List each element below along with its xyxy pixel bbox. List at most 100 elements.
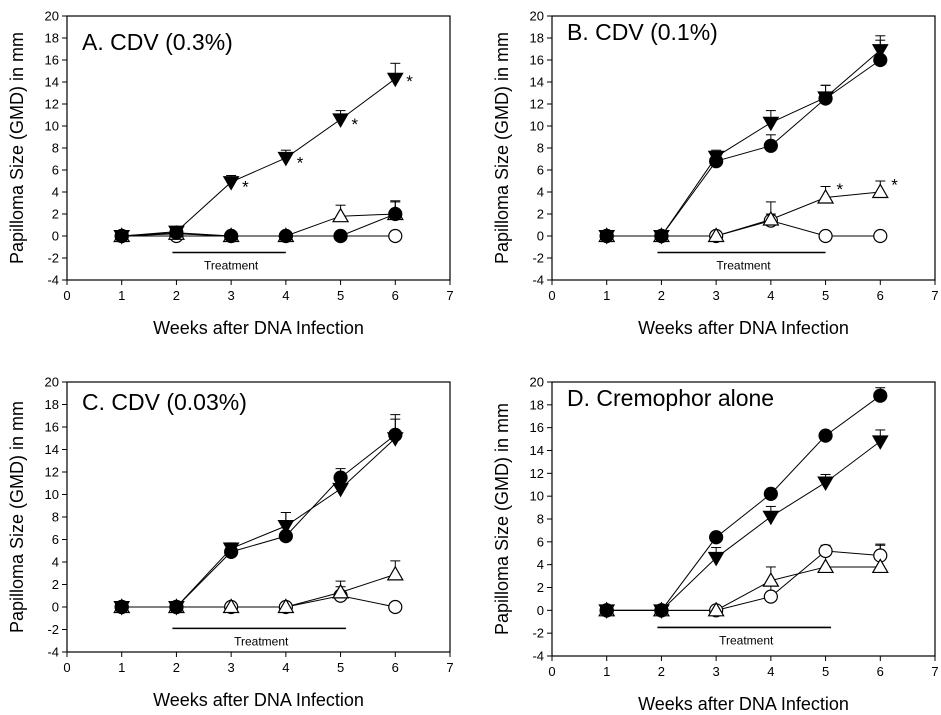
series-path (606, 59, 881, 237)
significance-marker: * (297, 153, 304, 172)
series-path (121, 78, 396, 237)
data-point (168, 601, 185, 616)
panel-title: A. CDV (0.3%) (82, 29, 233, 55)
series-line (121, 201, 401, 237)
y-tick-label: -4 (532, 649, 544, 664)
y-tick-label: 10 (45, 487, 59, 502)
x-tick-label: 4 (282, 288, 289, 303)
data-point (277, 151, 295, 167)
y-tick-label: 6 (537, 163, 544, 178)
y-tick-label: -4 (532, 273, 544, 288)
y-tick-label: 0 (537, 229, 544, 244)
y-tick-label: 16 (530, 420, 544, 435)
y-tick-label: 12 (530, 466, 544, 481)
data-point (332, 113, 349, 128)
series-path (121, 573, 396, 608)
y-tick-label: 2 (537, 580, 544, 595)
series-markers (114, 206, 403, 244)
significance-marker: * (352, 115, 359, 134)
y-axis-label: Papilloma Size (GMD) in mm (492, 403, 512, 635)
x-tick-label: 3 (228, 288, 235, 303)
data-point (332, 583, 350, 599)
data-point (332, 207, 350, 223)
y-tick-label: 10 (45, 119, 59, 134)
x-tick-label: 5 (822, 664, 829, 679)
x-tick-label: 6 (392, 288, 399, 303)
data-point (707, 150, 725, 166)
data-point (871, 44, 889, 59)
series-line (121, 414, 401, 608)
x-tick-label: 7 (931, 664, 938, 679)
treatment-label: Treatment (719, 633, 774, 647)
data-point (818, 543, 833, 559)
y-tick-label: 18 (45, 397, 59, 412)
data-point (386, 432, 404, 447)
series-line (606, 429, 886, 611)
data-point (222, 598, 240, 614)
data-point (707, 601, 725, 617)
y-tick-label: 8 (537, 512, 544, 527)
y-tick-label: 2 (52, 577, 59, 592)
x-tick-label: 0 (63, 288, 70, 303)
data-point (871, 558, 889, 574)
y-tick-label: -2 (532, 251, 544, 266)
y-tick-label: 6 (52, 163, 59, 178)
series-markers (598, 558, 889, 617)
y-tick-label: -2 (47, 622, 59, 637)
y-tick-label: 14 (45, 75, 59, 90)
y-tick-label: 10 (530, 119, 544, 134)
data-point (222, 542, 240, 558)
y-tick-label: 14 (530, 443, 544, 458)
y-tick-label: 14 (530, 75, 544, 90)
data-point (818, 228, 833, 244)
y-tick-label: 2 (537, 207, 544, 222)
series-line (606, 35, 886, 237)
data-point (222, 176, 240, 191)
y-tick-label: 16 (45, 420, 59, 435)
series-markers (114, 427, 403, 615)
data-point (333, 228, 348, 244)
y-axis-label: Papilloma Size (GMD) in mm (7, 32, 27, 264)
data-point (817, 91, 834, 106)
y-tick-label: 0 (537, 603, 544, 618)
series-markers (599, 388, 888, 618)
data-point (817, 476, 834, 491)
series-markers (598, 44, 889, 245)
series-line (606, 544, 886, 611)
data-point (278, 228, 293, 244)
series-path (121, 595, 396, 608)
x-tick-label: 2 (658, 288, 665, 303)
x-tick-label: 4 (282, 660, 289, 675)
x-tick-label: 1 (603, 664, 610, 679)
treatment-label: Treatment (204, 259, 259, 273)
y-tick-label: 14 (45, 442, 59, 457)
x-tick-label: 7 (446, 660, 453, 675)
data-point (113, 601, 131, 616)
y-tick-label: 20 (45, 375, 59, 390)
x-tick-label: 4 (767, 288, 774, 303)
y-tick-label: -2 (532, 626, 544, 641)
y-tick-label: -2 (47, 251, 59, 266)
data-point (762, 571, 780, 587)
series-line (606, 387, 886, 611)
x-tick-label: 2 (173, 660, 180, 675)
series-line (121, 418, 401, 608)
x-tick-label: 0 (548, 664, 555, 679)
x-tick-label: 6 (392, 660, 399, 675)
y-tick-label: -4 (47, 273, 59, 288)
data-point (388, 228, 403, 244)
x-tick-label: 3 (228, 660, 235, 675)
x-axis-label: Weeks after DNA Infection (638, 694, 849, 714)
y-axis-label: Papilloma Size (GMD) in mm (492, 32, 512, 264)
data-point (762, 116, 780, 132)
x-tick-label: 7 (931, 288, 938, 303)
series-line (121, 560, 401, 608)
significance-marker: * (891, 175, 898, 194)
data-point (333, 470, 348, 485)
x-axis-label: Weeks after DNA Infection (153, 690, 364, 710)
series-markers (113, 72, 404, 245)
series-path (606, 49, 881, 237)
